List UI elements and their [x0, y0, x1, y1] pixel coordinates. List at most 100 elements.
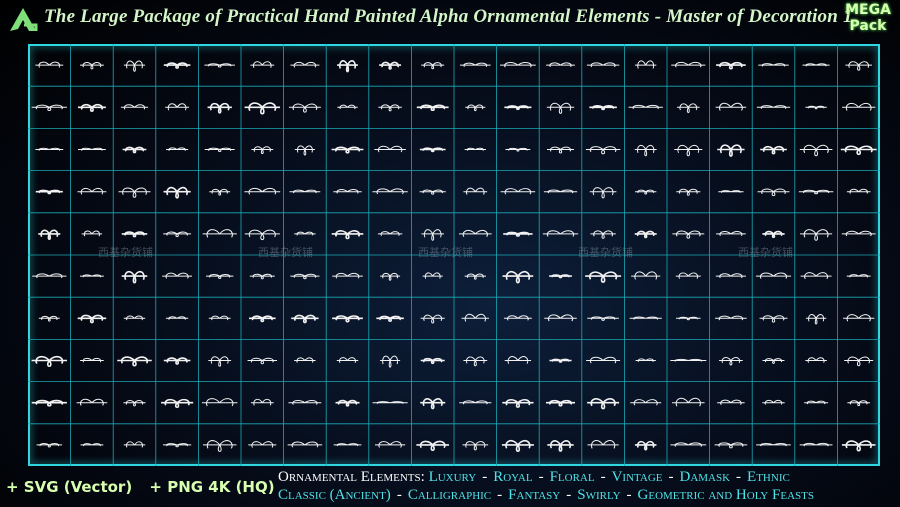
ornament [842, 102, 876, 111]
ornament [332, 315, 363, 323]
ornament [547, 440, 574, 452]
ornament [586, 356, 621, 364]
ornament [337, 60, 358, 73]
ornament [715, 315, 747, 321]
ornament [586, 62, 620, 68]
ornament [841, 230, 876, 237]
ornament [546, 102, 575, 114]
ornament [463, 356, 488, 367]
ornament [376, 315, 404, 322]
ornament [719, 357, 743, 366]
feature-item: Royal [493, 469, 533, 485]
ornament [718, 190, 744, 194]
feature-label: Ornamental Elements: [278, 469, 425, 485]
ornament [35, 147, 64, 151]
ornament [542, 230, 579, 237]
ornament [631, 271, 661, 280]
ornament [331, 146, 364, 154]
badge-line: Pack [849, 18, 887, 34]
ornament [36, 443, 63, 448]
ornament [421, 229, 444, 241]
ornament [549, 358, 572, 363]
ornament [715, 273, 746, 279]
ornament [760, 145, 787, 155]
ornament [458, 229, 492, 237]
feature-item: Geometric and Holy Feasts [637, 487, 814, 503]
ornament [294, 357, 316, 363]
ornament [163, 357, 191, 365]
ornament [244, 187, 281, 195]
ornament [289, 189, 321, 194]
ornament [501, 439, 534, 452]
ornament [247, 357, 278, 365]
ornament [333, 189, 362, 194]
feature-line: Ornamental Elements: Luxury - Royal - Floral… [278, 468, 814, 486]
ornament [77, 314, 107, 324]
ornament [80, 443, 104, 447]
ornament [205, 274, 234, 279]
ornament [585, 271, 622, 283]
ornament [503, 231, 533, 237]
ornament [840, 145, 877, 156]
ornament [77, 187, 107, 195]
ornament [290, 273, 320, 280]
ornament [372, 401, 408, 404]
ornament [503, 315, 532, 321]
ornament [249, 315, 276, 323]
ornament [635, 358, 656, 363]
feature-item: Calligraphic [407, 487, 492, 503]
ornament [420, 357, 445, 365]
ornament [461, 313, 489, 322]
ornament [332, 272, 363, 279]
ornament [379, 61, 402, 70]
ornament [121, 231, 148, 238]
ornament [416, 440, 450, 451]
ornament [841, 440, 876, 452]
feature-item: Classic (Ancient) [278, 487, 391, 503]
watermark: 西基杂货铺 [98, 245, 153, 259]
ornament [288, 400, 322, 405]
ornament [670, 358, 707, 362]
ornament [208, 315, 231, 321]
ornament [76, 398, 108, 406]
ornament [762, 399, 785, 405]
ornament [717, 399, 745, 406]
ornament [590, 230, 616, 239]
ornament [462, 441, 489, 451]
ornament [421, 62, 445, 70]
ornament [165, 316, 189, 320]
ornament [459, 400, 492, 405]
ornament [166, 147, 189, 152]
ornament [805, 105, 827, 110]
badge-line: MEGA [845, 2, 891, 18]
separator: - [668, 469, 674, 485]
ornament [202, 229, 237, 238]
ornament [123, 441, 146, 448]
ornament [31, 355, 68, 367]
ornament [676, 316, 701, 321]
ornament [546, 146, 575, 154]
ornament [422, 272, 443, 279]
ornament [123, 400, 146, 407]
ornament [546, 399, 575, 407]
ornament [202, 440, 237, 452]
ornament [677, 103, 700, 114]
ornament [331, 230, 364, 240]
separator: - [626, 487, 632, 503]
ornament [374, 145, 406, 153]
ornament [676, 188, 701, 196]
ornament [294, 231, 316, 236]
ornament [38, 229, 61, 241]
ornament [716, 231, 746, 237]
ornament [288, 103, 321, 113]
feature-item: Ethnic [747, 469, 790, 485]
ornament [549, 274, 572, 279]
ornament [757, 188, 790, 197]
ornament [209, 188, 231, 196]
separator: - [396, 487, 402, 503]
ornament [759, 315, 788, 323]
ornament [504, 356, 532, 364]
ornament [372, 188, 408, 195]
feature-item: Luxury [428, 469, 477, 485]
